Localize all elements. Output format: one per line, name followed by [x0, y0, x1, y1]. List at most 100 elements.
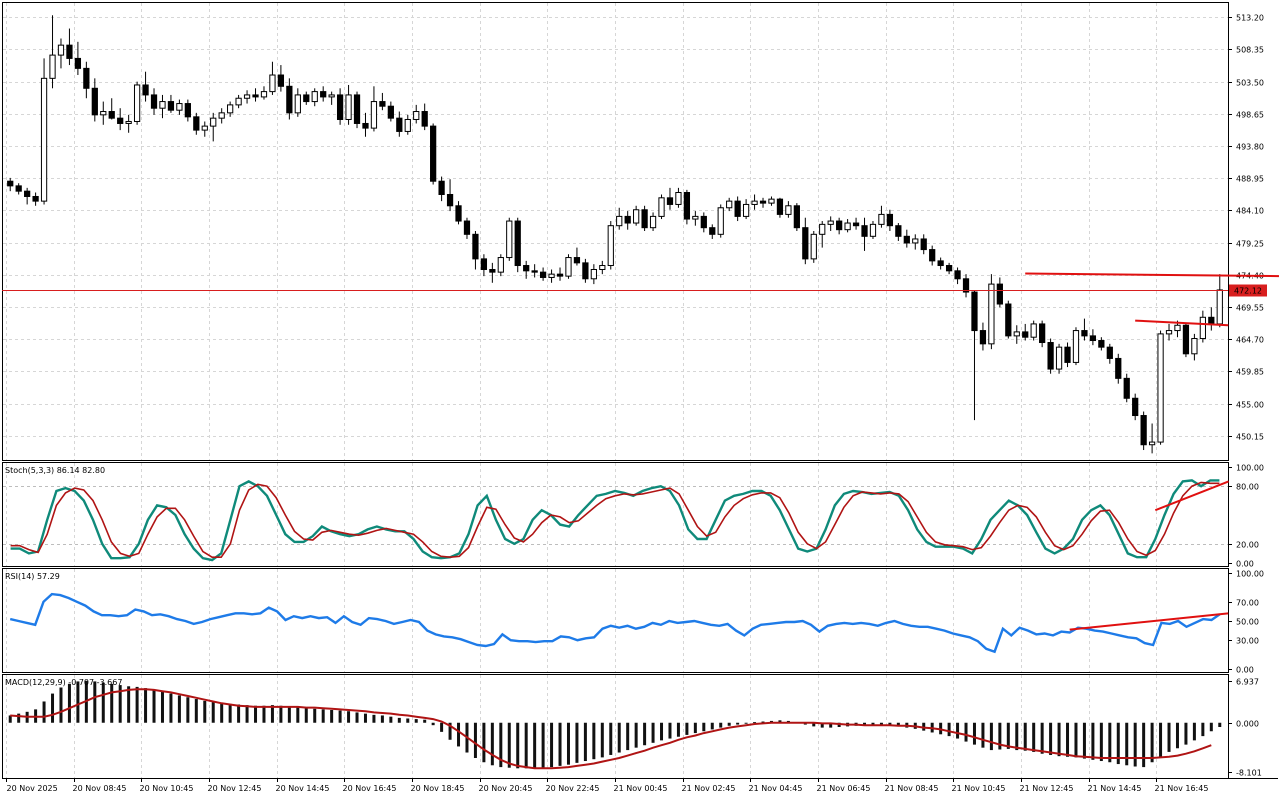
- trendline[interactable]: [1135, 319, 1229, 327]
- candle[interactable]: [886, 209, 894, 231]
- candle[interactable]: [413, 104, 420, 124]
- candle[interactable]: [1208, 307, 1215, 331]
- drawings[interactable]: [2, 261, 1280, 327]
- candle[interactable]: [971, 290, 978, 421]
- candle[interactable]: [32, 192, 39, 206]
- candle[interactable]: [692, 211, 699, 226]
- candle[interactable]: [362, 112, 369, 137]
- candle[interactable]: [506, 217, 513, 261]
- candle[interactable]: [260, 86, 268, 100]
- candle[interactable]: [759, 197, 767, 208]
- candle[interactable]: [345, 84, 352, 125]
- candle[interactable]: [1165, 323, 1173, 341]
- candle[interactable]: [167, 94, 175, 113]
- candle[interactable]: [379, 92, 386, 111]
- candle[interactable]: [903, 229, 910, 248]
- candle[interactable]: [235, 94, 242, 109]
- candle[interactable]: [472, 231, 479, 270]
- candle[interactable]: [40, 58, 48, 205]
- candle[interactable]: [962, 274, 970, 298]
- candle[interactable]: [489, 262, 496, 283]
- candle[interactable]: [641, 205, 648, 231]
- indicator-line-0[interactable]: [9, 592, 1221, 654]
- candle[interactable]: [734, 196, 741, 222]
- candle[interactable]: [133, 81, 141, 125]
- candle[interactable]: [1064, 342, 1071, 368]
- candle[interactable]: [624, 211, 631, 230]
- candle[interactable]: [683, 189, 691, 225]
- candle[interactable]: [1089, 329, 1097, 346]
- candle[interactable]: [793, 203, 800, 231]
- divergence-trendline[interactable]: [1154, 480, 1229, 512]
- candle[interactable]: [57, 38, 65, 69]
- macd-signal-line[interactable]: [10, 688, 1212, 770]
- candle[interactable]: [599, 260, 606, 275]
- candle[interactable]: [328, 91, 335, 105]
- candle[interactable]: [311, 88, 318, 107]
- candle[interactable]: [1055, 343, 1063, 374]
- trendline[interactable]: [1025, 272, 1279, 278]
- candle[interactable]: [117, 108, 124, 131]
- candle[interactable]: [590, 264, 597, 285]
- candle[interactable]: [1047, 338, 1054, 374]
- candle[interactable]: [565, 254, 572, 279]
- candle[interactable]: [125, 114, 132, 133]
- candle[interactable]: [159, 94, 166, 119]
- candle[interactable]: [556, 267, 564, 281]
- candle[interactable]: [751, 194, 758, 210]
- candle[interactable]: [455, 201, 462, 225]
- candle[interactable]: [582, 258, 589, 283]
- candle[interactable]: [539, 267, 547, 281]
- candle[interactable]: [979, 322, 987, 351]
- candle[interactable]: [1013, 325, 1020, 344]
- candle[interactable]: [142, 71, 149, 102]
- candle[interactable]: [184, 99, 191, 122]
- candle[interactable]: [286, 78, 293, 120]
- candle[interactable]: [210, 112, 217, 142]
- candle[interactable]: [852, 217, 860, 230]
- candle[interactable]: [176, 99, 183, 115]
- candle[interactable]: [7, 177, 14, 192]
- candle[interactable]: [836, 217, 843, 235]
- candle[interactable]: [277, 65, 285, 92]
- candle[interactable]: [1148, 423, 1156, 454]
- candle[interactable]: [920, 234, 927, 255]
- divergence-trendline[interactable]: [1069, 612, 1229, 631]
- candle[interactable]: [252, 88, 259, 102]
- candle[interactable]: [294, 88, 301, 117]
- candle[interactable]: [201, 121, 208, 137]
- candle[interactable]: [421, 103, 428, 131]
- candle[interactable]: [1072, 327, 1080, 366]
- candle[interactable]: [100, 101, 107, 125]
- candle[interactable]: [49, 15, 56, 89]
- candle[interactable]: [353, 91, 361, 129]
- candle[interactable]: [269, 61, 276, 95]
- candle[interactable]: [83, 61, 90, 99]
- stochastic-indicator[interactable]: 100.00 80.00 20.00 0.00 Stoch(5,3,3) 86.14 8…: [3, 464, 1264, 569]
- candle[interactable]: [370, 86, 378, 132]
- candle[interactable]: [1123, 373, 1130, 403]
- candle[interactable]: [66, 28, 73, 66]
- candle[interactable]: [91, 78, 98, 122]
- candle[interactable]: [658, 194, 665, 220]
- candle[interactable]: [1216, 274, 1223, 328]
- candle[interactable]: [15, 183, 22, 195]
- candle[interactable]: [1022, 323, 1029, 341]
- candle[interactable]: [607, 221, 614, 270]
- candle[interactable]: [988, 274, 995, 350]
- candle[interactable]: [954, 267, 961, 285]
- candle[interactable]: [996, 277, 1003, 308]
- candle[interactable]: [785, 201, 792, 218]
- candle[interactable]: [1081, 318, 1088, 341]
- candle[interactable]: [24, 187, 31, 205]
- candlesticks[interactable]: [7, 15, 1223, 454]
- candle[interactable]: [480, 254, 488, 277]
- candle[interactable]: [497, 254, 504, 277]
- candle[interactable]: [1106, 343, 1113, 364]
- candle[interactable]: [1182, 322, 1190, 358]
- candle[interactable]: [810, 231, 817, 263]
- candle[interactable]: [1140, 411, 1147, 451]
- candle[interactable]: [218, 108, 225, 124]
- candle[interactable]: [666, 187, 674, 210]
